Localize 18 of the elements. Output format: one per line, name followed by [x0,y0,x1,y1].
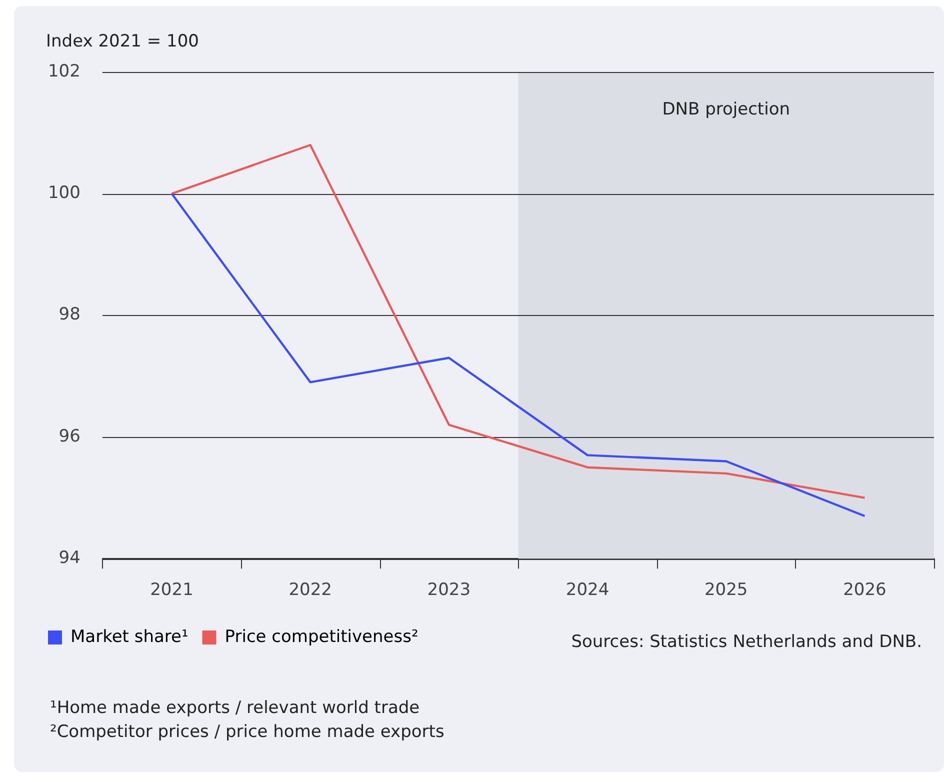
source-note: Sources: Statistics Netherlands and DNB. [571,632,922,652]
y-tick-label: 100 [48,183,80,204]
text: ¹Home made exports / relevant world trade [50,697,421,720]
x-tick-label: 2023 [427,580,471,600]
y-axis-title: Index 2021 = 100 [46,31,199,52]
y-tick-label: 94 [58,548,80,568]
y-tick-label: 98 [58,304,80,325]
x-tick-label: 2022 [288,580,332,600]
y-tick-label: 96 [58,426,80,446]
y-tick-label: 102 [48,61,80,82]
x-tick-label: 2021 [150,580,194,600]
text: ²Competitor prices / price home made exports [50,721,444,744]
legend-label: Market share¹ [70,626,188,647]
x-tick-label: 2025 [704,580,748,600]
legend-label: Price competitiveness² [224,626,418,647]
x-tick-label: 2026 [843,580,886,600]
x-tick-label: 2024 [566,580,610,600]
band-label: DNB projection [662,99,790,120]
